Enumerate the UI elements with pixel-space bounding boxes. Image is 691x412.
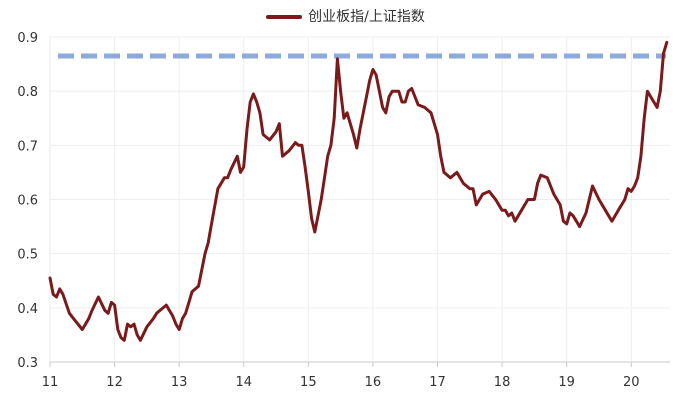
y-tick-label: 0.8: [17, 85, 38, 100]
axes: [49, 361, 670, 367]
tick-labels: 0.3 0.4 0.5 0.6 0.7 0.8 0.9 11 12 13 14 15 16 17 18 19 2…: [17, 31, 639, 390]
x-tick-label: 14: [235, 375, 252, 390]
x-tick-label: 13: [171, 375, 188, 390]
x-tick-label: 15: [300, 375, 317, 390]
grid-lines: [49, 36, 670, 363]
legend-swatch: [266, 15, 303, 19]
x-tick-label: 19: [558, 375, 575, 390]
y-tick-label: 0.5: [17, 248, 38, 263]
x-tick-label: 11: [42, 375, 59, 390]
series-line: [48, 40, 669, 342]
chart-legend: 创业板指/上证指数: [0, 6, 691, 26]
x-tick-label: 17: [429, 375, 446, 390]
legend-label: 创业板指/上证指数: [308, 9, 425, 25]
x-tick-label: 12: [106, 375, 123, 390]
x-tick-label: 18: [494, 375, 511, 390]
x-tick-label: 20: [623, 375, 640, 390]
y-tick-label: 0.4: [17, 302, 38, 317]
series-layer: [48, 40, 669, 342]
y-tick-label: 0.9: [17, 31, 38, 46]
x-tick-label: 16: [365, 375, 382, 390]
y-tick-label: 0.3: [17, 356, 38, 371]
y-tick-label: 0.6: [17, 194, 38, 209]
y-tick-label: 0.7: [17, 139, 38, 154]
